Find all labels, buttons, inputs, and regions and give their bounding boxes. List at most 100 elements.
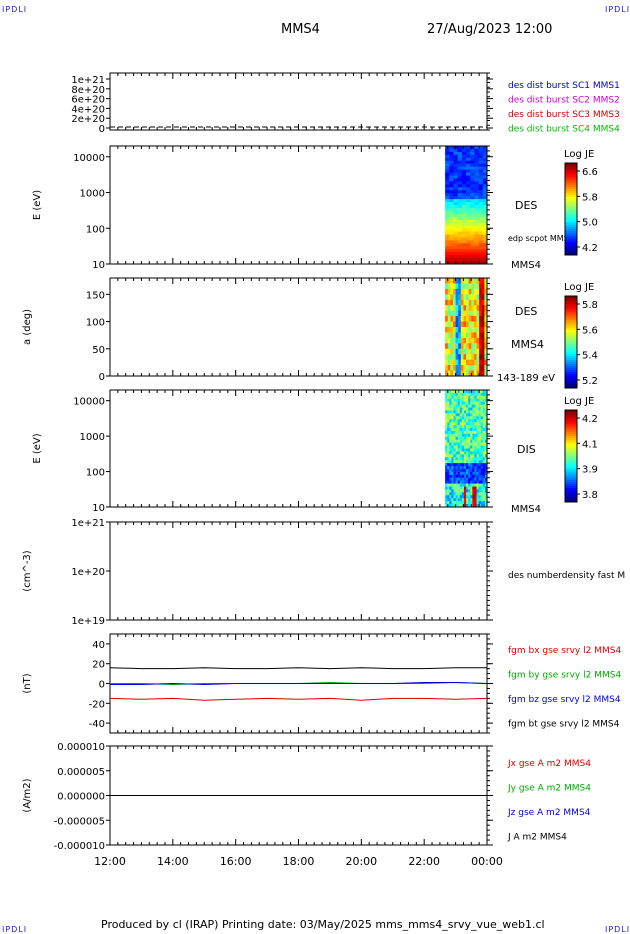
dis-energy-cell [457,445,461,449]
dis-energy-cell [466,410,469,414]
dis-energy-cell [451,395,454,400]
colorbar-cell [565,249,577,252]
dis-energy-cell [451,486,454,490]
colorbar-cell [565,492,577,495]
dis-energy-cell [484,474,488,479]
des-energy-cell [457,213,463,218]
dis-energy-cell [455,445,459,449]
des-energy-cell [453,207,459,212]
des-energy-cell [478,222,484,227]
des-energy-cell [470,210,475,215]
colorbar-cell [565,350,577,353]
dis-energy-cell [480,395,484,400]
colorbar-cell [565,219,577,222]
dis-energy-cell [468,390,471,394]
des-pitch-cell [466,365,470,372]
dis-energy-cell [459,486,463,490]
colorbar-cell [565,243,577,246]
dis-energy-cell [478,392,482,397]
des-pitch-cell [445,332,449,339]
dis-energy-cell [478,448,482,452]
des-pitch-cell [468,278,472,284]
des-pitch-cell [458,278,462,284]
des-energy-cell [457,252,463,256]
dis-energy-cell [451,489,454,493]
colorbar-tick-label: 4.2 [582,243,598,254]
des-energy-cell [453,163,459,168]
dis-energy-cell [474,501,478,505]
des-pitch-cell [450,283,454,290]
des-energy-cell [457,190,463,194]
des-energy-cell [482,231,488,235]
des-pitch-cell [450,370,454,377]
colorbar-cell [565,167,577,170]
colorbar-tick-label: 5.8 [582,192,598,203]
des-pitch-cell [445,337,449,344]
des-energy-cell [474,148,480,153]
des-pitch-cell [476,283,480,290]
des-pitch-cell [455,359,459,366]
dis-energy-cell [474,495,478,499]
colorbar-cell [565,326,577,329]
dis-energy-cell [476,483,480,488]
dis-energy-cell [476,416,480,420]
des-energy-cell [474,231,480,235]
des-energy-cell [453,175,459,179]
current-density-legend-entry: J A m2 MMS4 [507,833,567,843]
dis-energy-cell [472,445,475,449]
corner-label-bottom-left: IPDLI [2,925,28,934]
dis-energy-cell [459,422,463,426]
des-energy-cell [482,246,488,250]
dis-energy-cell [453,463,457,467]
des-energy-cell [449,205,454,209]
time-axis-tick-label: 16:00 [220,855,252,868]
colorbar-cell [565,334,577,337]
coverage-legend-entry: des dist burst SC1 MMS1 [508,81,620,91]
des-energy-cell [457,166,463,171]
des-pitch-cell [484,278,488,284]
des-pitch-cell [466,288,470,295]
des-energy-cell [453,243,459,247]
des-energy-cell [474,258,480,262]
des-pitch-cell [468,359,472,366]
des-energy-cell [461,175,467,179]
des-pitch-cell [481,310,485,317]
des-pitch-cell [484,365,488,372]
colorbar-cell [565,209,577,212]
colorbar-cell [565,458,577,461]
dis-energy-cell [470,428,473,432]
des-energy-cell [457,246,463,250]
des-energy-cell [457,151,463,156]
dis-energy-cell [449,463,452,467]
colorbar-cell [565,420,577,423]
des-energy-cell [482,240,488,244]
dis-energy-cell [480,460,484,464]
colorbar-cell [565,440,577,443]
des-energy-cell [474,210,480,215]
des-energy-cell [474,246,480,250]
des-energy-cell [482,157,488,162]
des-pitch-cell [484,316,488,323]
des-pitch-cell [447,299,451,306]
dis-energy-cell [463,468,467,473]
dis-energy-cell [470,425,473,429]
des-pitch-cell [452,354,457,361]
des-pitch-cell [463,288,467,295]
des-energy-bottom-label: MMS4 [511,260,541,271]
dis-energy-cell [449,413,452,417]
dis-energy-cell [478,466,482,470]
des-energy-cell [453,157,459,162]
colorbar-cell [565,468,577,471]
des-energy-cell [461,163,467,168]
des-pitch-cell [471,305,475,312]
dis-energy-cell [474,413,478,417]
colorbar-cell [565,177,577,180]
dis-energy-cell [466,451,469,455]
dis-energy-cell [445,483,448,488]
colorbar-cell [565,213,577,216]
dis-energy-cell [463,474,467,479]
dis-energy-cell [468,492,471,496]
dis-energy-cell [449,433,452,438]
colorbar-cell [565,356,577,359]
dis-energy-cell [480,398,484,403]
